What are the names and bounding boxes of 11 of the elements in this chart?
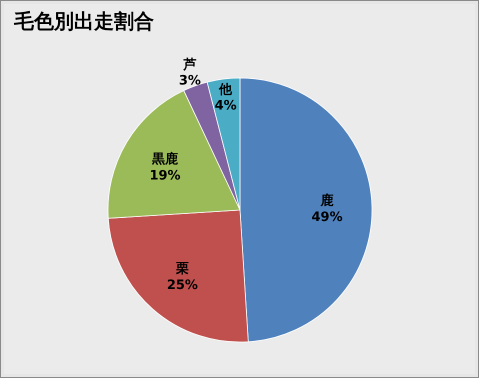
chart-title: 毛色別出走割合 xyxy=(13,9,154,33)
data-label: 49% xyxy=(312,210,343,225)
slice-label: 黒鹿 xyxy=(151,151,178,168)
data-label: 19% xyxy=(149,168,181,184)
data-label: 3% xyxy=(178,74,201,89)
data-label: 4% xyxy=(214,98,237,114)
data-label: 25% xyxy=(166,278,198,293)
slice-label: 栗 xyxy=(174,262,189,277)
slice-label: 鹿 xyxy=(320,192,334,209)
slice-label: 芦 xyxy=(182,57,196,72)
slice-label: 他 xyxy=(218,82,234,98)
